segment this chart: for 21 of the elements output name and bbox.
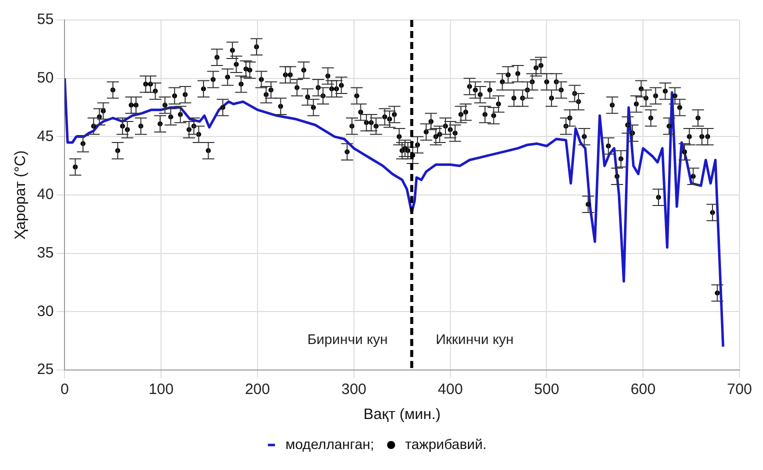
x-axis-title: Вақт (мин.) <box>364 406 441 424</box>
x-tick-label: 300 <box>341 381 366 398</box>
x-tick-label: 500 <box>534 381 560 398</box>
legend-label: тажрибавий. <box>405 436 487 452</box>
y-tick-label: 50 <box>36 69 54 86</box>
annotation: Биринчи кун <box>307 330 388 347</box>
y-tick-label: 30 <box>36 302 54 320</box>
x-tick-label: 0 <box>60 381 69 398</box>
y-tick-label: 35 <box>36 244 54 262</box>
y-tick-label: 25 <box>36 361 54 378</box>
x-tick-label: 600 <box>630 381 656 398</box>
x-tick-label: 700 <box>726 381 752 398</box>
legend-label: моделланган; <box>285 436 374 452</box>
annotation: Иккинчи кун <box>436 330 514 347</box>
x-tick-label: 400 <box>438 381 463 398</box>
x-tick-label: 200 <box>244 381 270 398</box>
y-tick-label: 45 <box>36 128 54 145</box>
y-axis-title: Ҳарорат (°C) <box>12 150 30 240</box>
y-tick-label: 55 <box>36 11 54 28</box>
y-tick-label: 40 <box>36 186 54 204</box>
x-tick-label: 100 <box>148 381 174 398</box>
